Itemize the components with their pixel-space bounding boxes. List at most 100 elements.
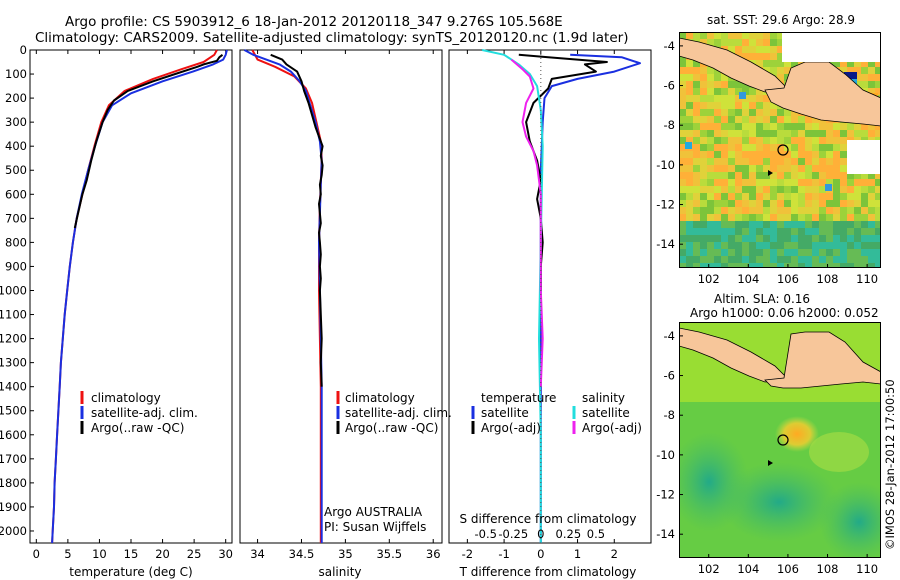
sst-cell xyxy=(868,193,875,200)
sst-cell xyxy=(854,67,861,74)
sst-cell xyxy=(868,235,875,242)
sst-cell xyxy=(749,158,756,165)
sst-cell xyxy=(861,200,868,207)
sst-cell xyxy=(686,242,693,249)
sst-cell xyxy=(840,228,847,235)
series-climatology xyxy=(51,49,218,544)
sst-cell xyxy=(735,39,742,46)
sst-cell xyxy=(707,256,714,263)
sst-cell xyxy=(700,116,707,123)
sst-cell xyxy=(777,158,784,165)
sst-cell xyxy=(728,165,735,172)
sst-cell xyxy=(763,53,770,60)
sst-cell xyxy=(721,214,728,221)
sst-cell xyxy=(693,102,700,109)
sst-cell xyxy=(784,130,791,137)
sst-cell xyxy=(833,158,840,165)
sst-cell xyxy=(826,137,833,144)
sst-cell xyxy=(770,249,777,256)
sst-cell xyxy=(700,151,707,158)
sst-cell xyxy=(840,172,847,179)
s-difference-label: S difference from climatology xyxy=(460,512,637,526)
sst-cell xyxy=(777,137,784,144)
depth-tick-label: 400 xyxy=(5,139,27,153)
sst-cell xyxy=(847,214,854,221)
sst-cell xyxy=(847,179,854,186)
sst-cell xyxy=(763,39,770,46)
sst-cell xyxy=(763,221,770,228)
sst-cell xyxy=(805,123,812,130)
sst-cell xyxy=(819,207,826,214)
sst-cell xyxy=(868,67,875,74)
sst-cell xyxy=(791,249,798,256)
sst-cell xyxy=(861,221,868,228)
sst-cell xyxy=(861,263,868,268)
sst-cell xyxy=(833,193,840,200)
sst-cell xyxy=(833,214,840,221)
sst-cell xyxy=(854,130,861,137)
sst-cell xyxy=(721,165,728,172)
s-diff-tick-label: -0.5 xyxy=(475,527,497,541)
sst-cell xyxy=(833,256,840,263)
sst-cell xyxy=(700,256,707,263)
sst-cell xyxy=(742,53,749,60)
sst-cell xyxy=(847,200,854,207)
sst-cell xyxy=(700,74,707,81)
sst-cell xyxy=(721,109,728,116)
sst-cell xyxy=(693,207,700,214)
sst-cell xyxy=(861,249,868,256)
sst-cell xyxy=(791,256,798,263)
sst-cell xyxy=(742,39,749,46)
depth-tick-label: 200 xyxy=(5,91,27,105)
sst-cell xyxy=(791,221,798,228)
sst-map-axes: 102 104 106 108 110 -4 -6 -8 -10 -12 -14 xyxy=(656,39,878,286)
sst-cell xyxy=(875,235,881,242)
sst-cell xyxy=(721,158,728,165)
temperature-panel: 0100200300400500600700800900100011001200… xyxy=(0,43,233,579)
sst-cell xyxy=(693,123,700,130)
sst-cell xyxy=(728,130,735,137)
sst-cell xyxy=(868,207,875,214)
float-track-marker xyxy=(768,170,773,176)
sst-cell xyxy=(791,193,798,200)
sst-cell xyxy=(868,200,875,207)
sst-cell xyxy=(868,81,875,88)
sst-cell xyxy=(679,193,686,200)
annotation-pi: PI: Susan Wijffels xyxy=(324,520,426,534)
sst-cell xyxy=(679,88,686,95)
argo-float-marker xyxy=(777,434,789,446)
sst-cell xyxy=(749,228,756,235)
sst-cell xyxy=(833,263,840,268)
sst-cell xyxy=(770,256,777,263)
sst-cell xyxy=(784,207,791,214)
sst-cell xyxy=(861,123,868,130)
sst-cell xyxy=(763,214,770,221)
sst-cell xyxy=(861,74,868,81)
sst-cell xyxy=(714,81,721,88)
sst-cell xyxy=(735,179,742,186)
sst-cell xyxy=(735,88,742,95)
sst-cell xyxy=(700,172,707,179)
sst-cell xyxy=(826,179,833,186)
sst-cell xyxy=(868,221,875,228)
sst-cell xyxy=(875,172,881,179)
sst-cell xyxy=(693,109,700,116)
sst-cell xyxy=(728,228,735,235)
sst-cell xyxy=(777,165,784,172)
sst-cell xyxy=(728,151,735,158)
sst-cell xyxy=(679,263,686,268)
sst-cell xyxy=(742,158,749,165)
sst-cell xyxy=(714,193,721,200)
sst-cell xyxy=(819,228,826,235)
sst-cell xyxy=(833,221,840,228)
lat-tick-label: -8 xyxy=(664,118,675,132)
sst-cell xyxy=(784,249,791,256)
sst-cell xyxy=(840,179,847,186)
sst-cell xyxy=(707,39,714,46)
sst-cell xyxy=(777,32,784,39)
sst-cell xyxy=(742,123,749,130)
sst-cell xyxy=(721,102,728,109)
sst-cell xyxy=(791,109,798,116)
sst-cell xyxy=(854,123,861,130)
temperature-x-axis: 0 5 10 15 20 25 30 xyxy=(33,50,233,561)
